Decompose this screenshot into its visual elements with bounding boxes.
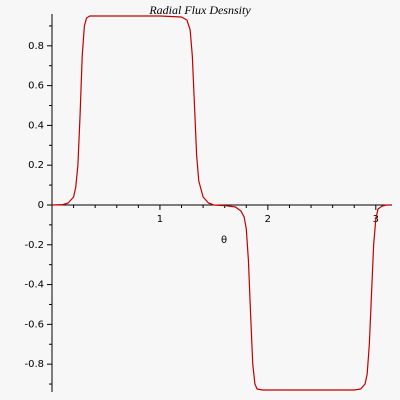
y-tick-label: -0.6 [24, 319, 44, 330]
y-tick-label: 0 [38, 200, 44, 211]
chart-title: Radial Flux Desnsity [148, 3, 251, 17]
y-tick-label: 0.2 [28, 160, 44, 171]
x-tick-label: 2 [265, 214, 271, 225]
line-series [51, 15, 391, 391]
y-tick-label: 0.6 [28, 81, 44, 92]
x-tick-label: 1 [157, 214, 163, 225]
y-tick-label: 0.4 [28, 120, 44, 131]
y-tick-label: -0.8 [24, 359, 44, 370]
y-tick-label: -0.2 [24, 240, 44, 251]
y-tick-label: 0.8 [28, 41, 44, 52]
x-axis-label: θ [221, 235, 227, 246]
y-tick-label: -0.4 [24, 280, 44, 291]
